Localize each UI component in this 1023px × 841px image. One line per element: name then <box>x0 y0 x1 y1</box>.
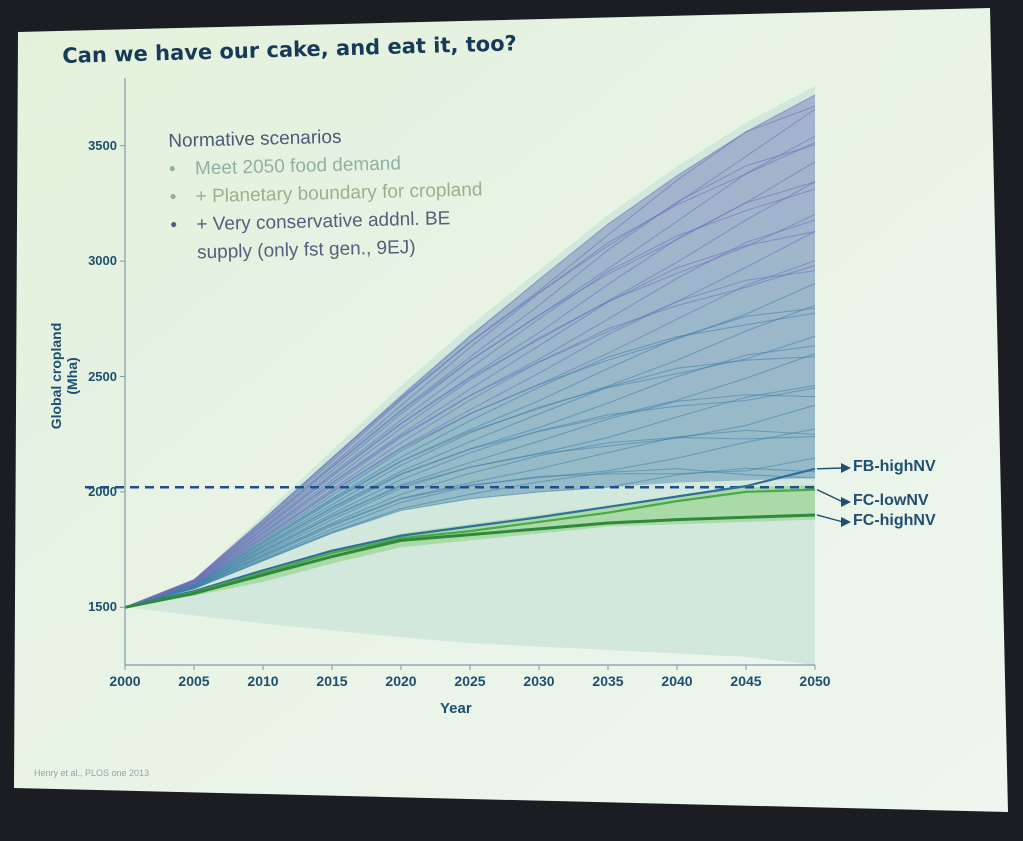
constrained-scenario-band <box>125 484 815 608</box>
scenario-line <box>124 105 816 608</box>
scenario-line <box>124 135 816 608</box>
scenario-line <box>124 387 816 608</box>
scenario-line <box>124 142 816 608</box>
y-tick-label: 2500 <box>88 368 117 384</box>
series-label-fb-highnv: FB-highNV <box>853 458 936 475</box>
scenario-line <box>124 181 816 608</box>
scenario-legend: Normative scenarios • Meet 2050 food dema… <box>168 120 484 268</box>
arrow-icon <box>841 497 851 507</box>
scenario-line <box>124 231 816 608</box>
series-line-fc-highnv <box>124 513 816 609</box>
x-tick-label: 2050 <box>799 673 831 689</box>
x-tick-label: 2015 <box>316 673 348 689</box>
scenario-line <box>124 428 816 608</box>
x-tick-label: 2000 <box>109 673 141 689</box>
legend-item-label: + Planetary boundary for cropland <box>195 179 483 208</box>
scenario-line <box>124 264 816 608</box>
series-label-fc-lownv: FC-lowNV <box>853 492 929 509</box>
series-pointer-line <box>816 488 844 503</box>
scenario-fan <box>125 94 815 608</box>
series-pointer-line <box>816 514 844 523</box>
series-label-fc-highnv: FC-highNV <box>853 512 936 529</box>
bullet-icon: • <box>170 214 178 236</box>
x-tick-label: 2030 <box>523 673 555 689</box>
x-tick-label: 2020 <box>385 673 417 689</box>
scenario-line <box>124 312 816 608</box>
bullet-icon: • <box>169 186 177 208</box>
y-tick-label: 3500 <box>88 137 117 153</box>
x-tick-label: 2040 <box>661 673 693 689</box>
scenario-line <box>124 436 816 608</box>
x-tick-label: 2035 <box>592 673 624 689</box>
x-tick-label: 2045 <box>730 673 762 689</box>
x-tick-label: 2025 <box>454 673 486 689</box>
scenario-line <box>124 260 816 608</box>
scenario-line <box>124 468 816 608</box>
y-tick-label: 2000 <box>88 483 117 499</box>
x-tick-label: 2010 <box>247 673 279 689</box>
plot-area <box>85 78 851 670</box>
y-tick-label: 1500 <box>88 599 117 615</box>
arrow-icon <box>841 517 851 527</box>
citation: Henry et al., PLOS one 2013 <box>34 768 150 778</box>
series-line-fc-lownv <box>124 488 816 609</box>
scenario-line <box>124 345 816 608</box>
arrow-icon <box>841 463 851 473</box>
scenario-line <box>124 457 816 608</box>
scenario-line <box>124 304 816 608</box>
scenario-line <box>124 356 816 608</box>
x-axis-title: Year <box>440 700 472 717</box>
y-tick-label: 3000 <box>88 253 117 269</box>
bullet-icon: • <box>168 158 176 180</box>
x-tick-label: 2005 <box>178 673 210 689</box>
series-pointer-line <box>816 467 844 470</box>
scenario-line <box>124 385 816 608</box>
scenario-line <box>124 335 816 608</box>
legend-item-label: + Very conservative addnl. BE <box>196 208 451 236</box>
series-line-fb-highnv <box>124 467 816 609</box>
scenario-line <box>124 213 816 608</box>
legend-item-label: Meet 2050 food demand <box>194 153 402 180</box>
